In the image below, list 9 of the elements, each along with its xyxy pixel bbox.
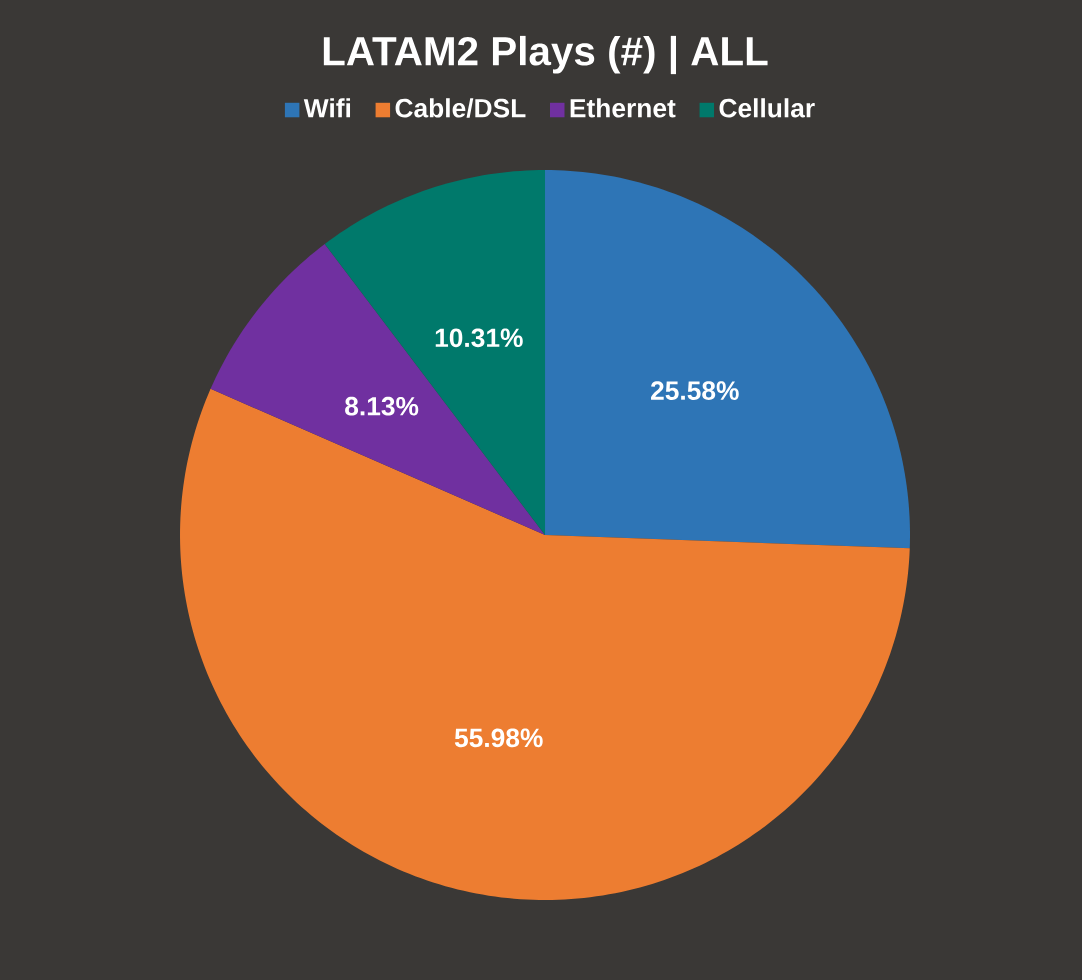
data-label: 10.31%: [435, 328, 523, 348]
data-label: 55.98%: [454, 728, 543, 748]
legend-label: Cellular: [719, 98, 815, 118]
legend-label: Ethernet: [570, 98, 676, 118]
legend-label: Wifi: [303, 98, 351, 118]
chart-title: LATAM2 Plays (#) | ALL: [323, 35, 768, 75]
data-label: 8.13%: [345, 396, 419, 416]
legend-label: Cable/DSL: [395, 98, 526, 118]
data-label: 25.58%: [651, 381, 739, 400]
